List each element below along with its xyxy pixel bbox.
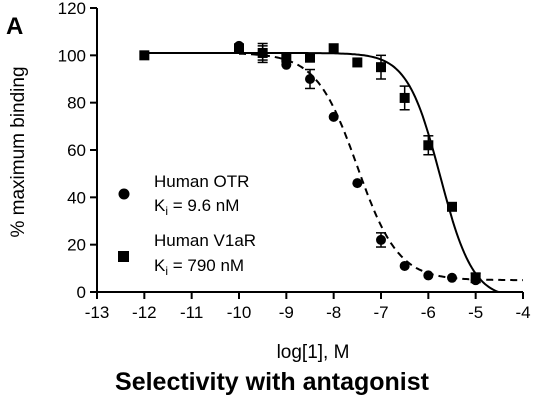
legend-label-v1ar: Human V1aR xyxy=(154,231,256,250)
legend-label-otr: Human OTR xyxy=(154,172,249,191)
data-point-circle xyxy=(305,74,315,84)
legend-marker-v1ar xyxy=(118,251,129,262)
x-tick-label: -13 xyxy=(85,303,110,322)
x-tick-label: -10 xyxy=(227,303,252,322)
legend-ki-v1ar: Ki = 790 nM xyxy=(154,256,244,278)
data-point-square xyxy=(281,52,292,63)
data-point-square xyxy=(423,140,434,151)
y-tick-label: 0 xyxy=(77,283,86,302)
x-tick-label: -9 xyxy=(279,303,294,322)
data-point-square xyxy=(305,52,315,63)
y-tick-label: 20 xyxy=(67,236,86,255)
data-point-square xyxy=(447,201,457,212)
legend-marker-otr xyxy=(118,188,130,200)
x-tick-label: -12 xyxy=(132,303,157,322)
data-point-circle xyxy=(423,270,434,281)
data-point-square xyxy=(328,43,339,54)
data-point-circle xyxy=(447,272,457,283)
y-tick-label: 80 xyxy=(67,94,86,113)
data-point-circle xyxy=(352,178,363,189)
data-point-square xyxy=(257,47,268,58)
y-tick-label: 60 xyxy=(67,141,86,160)
data-point-square xyxy=(399,92,410,103)
x-tick-label: -11 xyxy=(180,303,203,322)
x-tick-label: -5 xyxy=(468,303,483,322)
data-point-square xyxy=(139,50,150,61)
legend-ki-otr: Ki = 9.6 nM xyxy=(154,196,239,218)
x-axis-label: log[1], M xyxy=(277,342,350,363)
y-axis-label: % maximum binding xyxy=(8,66,29,237)
panel-label: A xyxy=(6,13,23,40)
data-point-circle xyxy=(328,111,339,122)
data-point-circle xyxy=(399,260,410,271)
data-point-square xyxy=(234,43,244,54)
x-tick-label: -7 xyxy=(373,303,388,322)
y-tick-label: 40 xyxy=(67,188,86,207)
axes: 0 20 40 60 80 100 120 -13 -12 -11 -10 -9 -8 -7 -6 -5 -4 xyxy=(58,0,531,322)
x-tick-label: -4 xyxy=(515,303,530,322)
legend: Human OTR Ki = 9.6 nM Human V1aR Ki = 79… xyxy=(118,172,256,278)
data-point-square xyxy=(376,62,386,73)
figure-caption: Selectivity with antagonist xyxy=(115,368,429,396)
fit-curve-series-1 xyxy=(144,52,523,293)
data-point-square xyxy=(352,57,363,68)
x-tick-label: -6 xyxy=(421,303,436,322)
x-tick-label: -8 xyxy=(326,303,341,322)
y-tick-label: 120 xyxy=(58,0,86,18)
y-tick-label: 100 xyxy=(58,46,86,65)
data-points xyxy=(139,40,481,286)
data-point-circle xyxy=(376,234,386,245)
data-point-square xyxy=(470,272,481,283)
